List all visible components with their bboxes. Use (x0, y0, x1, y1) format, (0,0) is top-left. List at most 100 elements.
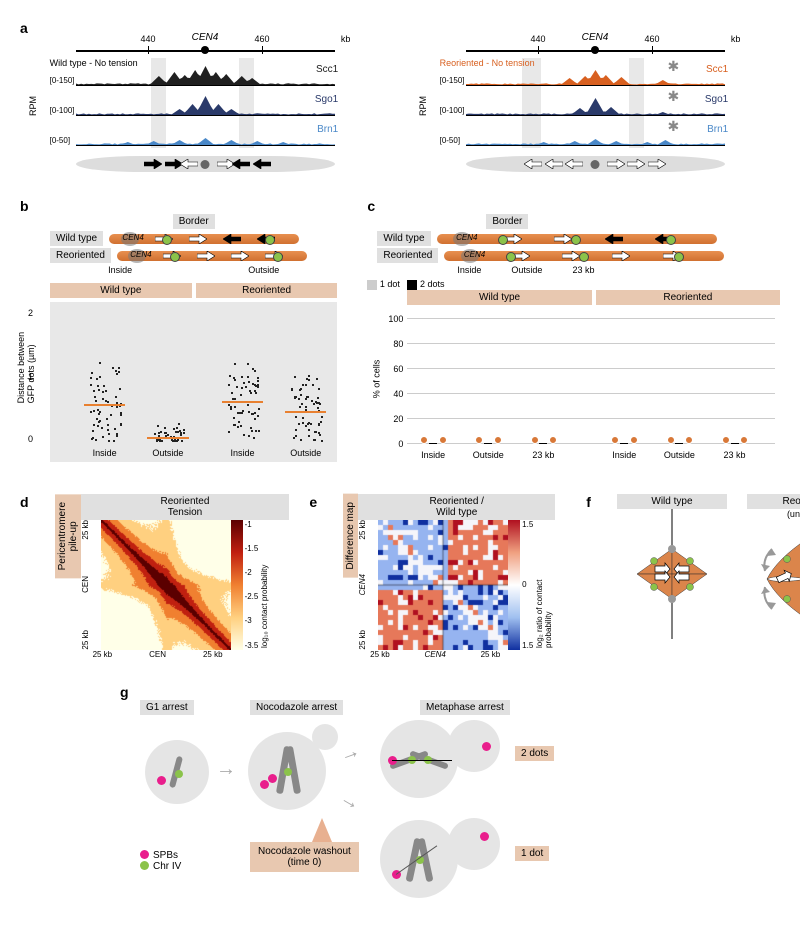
star-icon: ✱ (668, 58, 680, 75)
track-profile (76, 64, 335, 86)
diffmap-label: Difference map (343, 494, 358, 578)
ytick-c: 20 (393, 414, 403, 424)
panel-e-title: Reoriented / Wild type (358, 494, 555, 520)
cb-d-tick: -1.5 (245, 544, 259, 553)
xtick-b: Outside (152, 448, 183, 458)
track-profile (76, 124, 335, 146)
panel-b-label: b (20, 198, 29, 214)
panel-f: Wild type (617, 494, 800, 642)
arrow-2a: → (337, 739, 364, 767)
colorbar-d (231, 520, 243, 650)
xtick-c: 23 kb (532, 450, 554, 460)
panel-g-label: g (120, 684, 129, 700)
inside-label-b: Inside (108, 265, 132, 275)
colorbar-e (508, 520, 520, 650)
stage-g1: G1 arrest (140, 700, 194, 715)
cb-d-tick: -1 (245, 520, 259, 529)
track-range: [0-150] (50, 76, 75, 85)
convergent-arrow (607, 159, 625, 172)
e-x-1: 25 kb (370, 650, 390, 659)
washout-label: Nocodazole washout (time 0) (250, 842, 359, 872)
ruler-tick-label: 460 (644, 34, 659, 44)
cb-e-tick: 1.5 (522, 641, 533, 650)
cen-label: CEN4 (130, 250, 151, 259)
track-profile (466, 64, 725, 86)
heatmap-e (378, 520, 508, 650)
gfp-dot (666, 235, 676, 245)
track-range: [0-150] (440, 76, 465, 85)
ytick-c: 80 (393, 339, 403, 349)
panel-d-title: Reoriented Tension (81, 494, 290, 520)
e-x-3: 25 kb (481, 650, 501, 659)
group-wt-c: Wild type (407, 290, 591, 305)
group-reo-b: Reoriented (196, 283, 338, 298)
gfp-dot (162, 235, 172, 245)
convergent-arrow (565, 159, 583, 172)
f-reo-label: Reoriented (747, 494, 800, 509)
star-icon: ✱ (668, 88, 680, 105)
gfp-dot (273, 252, 283, 262)
track-profile (466, 124, 725, 146)
ylabel-b: Distance between GFP dots (µm) (16, 332, 36, 404)
legend-1dot-swatch (367, 280, 377, 290)
cen-label: CEN4 (582, 32, 609, 43)
gfp-dot (498, 235, 508, 245)
border-label-c: Border (486, 214, 528, 229)
washout-arrow (312, 818, 332, 842)
xtick-b: Inside (231, 448, 255, 458)
f-unstable: (unstable) (747, 509, 800, 519)
ytick-c: 60 (393, 364, 403, 374)
cb-e-tick: 1.5 (522, 520, 533, 529)
ytick-c: 0 (398, 439, 403, 449)
panel-e-label: e (309, 494, 317, 510)
track-range: [0-100] (440, 106, 465, 115)
e-x-2: CEN4 (424, 650, 445, 659)
track-range: [0-50] (50, 136, 70, 145)
cb-d-tick: -3.5 (245, 641, 259, 650)
panel-f-label: f (586, 494, 591, 510)
legend-g: SPBs Chr IV (140, 850, 181, 872)
cell-noc-bud (312, 724, 338, 750)
star-icon: ✱ (668, 118, 680, 135)
row-label: Wild type (377, 231, 430, 246)
outside-label-b: Outside (248, 265, 279, 275)
convergent-arrow (545, 159, 563, 172)
schematic-arrow (231, 251, 249, 264)
row-label: Reoriented (50, 248, 111, 263)
cell-1dot-main (380, 820, 458, 898)
track-range: [0-100] (50, 106, 75, 115)
pileup-label: Pericentromere pile-up (55, 494, 81, 578)
arrow-1: → (216, 758, 236, 781)
panel-g: G1 arrest Nocodazole arrest Metaphase ar… (20, 700, 780, 910)
gfp-dot (674, 252, 684, 262)
ytick-b-2: 2 (28, 308, 33, 318)
ytick-b-0: 0 (28, 434, 33, 444)
convergent-arrow (144, 159, 162, 172)
ruler-tick-label: 440 (141, 34, 156, 44)
e-y-3: 25 kb (358, 630, 376, 650)
cruciform-wt (617, 509, 727, 639)
cruciform-reo (747, 519, 800, 639)
chr-swatch (140, 861, 149, 870)
ytick-c: 100 (388, 314, 403, 324)
gfp-dot (579, 252, 589, 262)
panel-a: 440460kbCEN4RPMWild type - No tensionScc… (20, 36, 780, 178)
xtick-b: Inside (93, 448, 117, 458)
d-x-3: 25 kb (203, 650, 223, 659)
convergent-arrow (232, 159, 250, 172)
cb-d-tick: -2.5 (245, 592, 259, 601)
ruler-tick-label: 440 (531, 34, 546, 44)
schematic-arrow (189, 234, 207, 247)
row-label: Reoriented (377, 248, 438, 263)
panel-bc-row: b Border Wild type CEN4 Reoriented CEN4 Ins… (20, 198, 780, 469)
d-y-2: CEN (81, 576, 99, 593)
cen-label: CEN4 (464, 250, 485, 259)
cen-label: CEN4 (456, 233, 477, 242)
spb-swatch (140, 850, 149, 859)
xtick-c: Inside (612, 450, 636, 460)
cb-d-tick: -2 (245, 568, 259, 577)
track-range: [0-50] (440, 136, 460, 145)
group-wt-b: Wild type (50, 283, 192, 298)
cell-g1 (145, 740, 209, 804)
convergent-arrow (648, 159, 666, 172)
